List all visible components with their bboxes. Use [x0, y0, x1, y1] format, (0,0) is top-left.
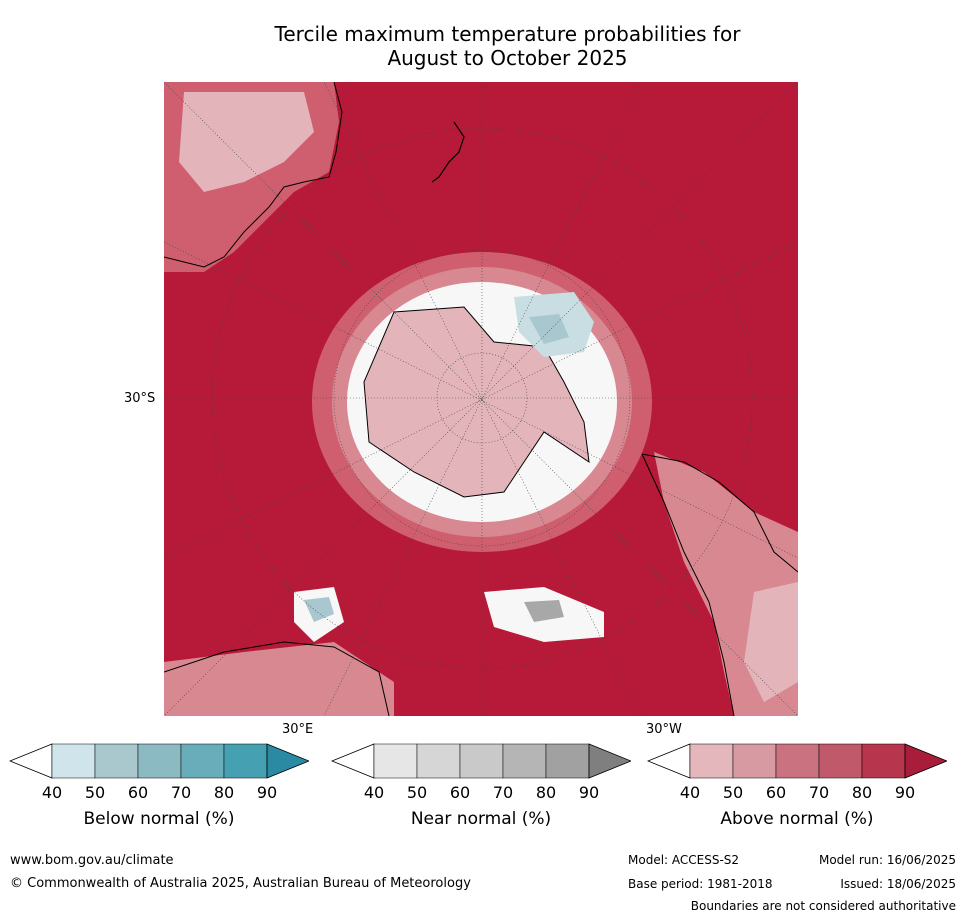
title-line-2: August to October 2025 — [387, 46, 628, 70]
legend-near-normal: Near normal (%) 40 50 60 70 80 90 — [331, 743, 631, 833]
colorbar-near-tick: 50 — [406, 783, 428, 802]
colorbar-above-tick: 50 — [722, 783, 744, 802]
legend-title-near: Near normal (%) — [410, 809, 552, 829]
colorbar-above-low-extend — [647, 743, 691, 779]
africa-region — [164, 642, 394, 716]
below-patch-africa-60 — [304, 597, 334, 622]
colorbar-near-segment — [545, 743, 590, 779]
colorbar-below-tick: 50 — [84, 783, 106, 802]
colorbar-near-segment — [459, 743, 504, 779]
colorbar-above-tick: 70 — [808, 783, 830, 802]
footer-disclaimer: Boundaries are not considered authoritat… — [690, 899, 956, 913]
colorbar-above-tick: 60 — [765, 783, 787, 802]
footer-issued: Issued: 18/06/2025 — [840, 877, 956, 891]
probability-map — [164, 82, 798, 716]
south-america-inner — [744, 582, 798, 702]
colorbar-above-segment — [775, 743, 820, 779]
footer-model-run: Model run: 16/06/2025 — [818, 853, 956, 867]
colorbar-below-tick: 60 — [127, 783, 149, 802]
colorbar-below-tick: 80 — [213, 783, 235, 802]
antarctica-region — [364, 307, 589, 497]
legend-title-below: Below normal (%) — [83, 809, 235, 829]
colorbar-above-tick: 40 — [679, 783, 701, 802]
colorbar-below-tick: 40 — [41, 783, 63, 802]
colorbar-above-high-extend — [904, 743, 947, 779]
australia-inner — [179, 92, 314, 192]
footer-model: Model: ACCESS-S2 — [628, 853, 740, 867]
colorbar-below-high-extend — [266, 743, 309, 779]
below-normal-patch-2 — [529, 314, 569, 344]
colorbar-above-tick: 80 — [851, 783, 873, 802]
colorbar-below-segment — [223, 743, 268, 779]
colorbar-near — [331, 743, 631, 779]
colorbar-above-segment — [861, 743, 906, 779]
colorbar-below-segment — [51, 743, 96, 779]
latitude-label-30s: 30°S — [124, 391, 156, 406]
colorbar-near-segment — [373, 743, 418, 779]
colorbar-above — [647, 743, 947, 779]
longitude-label-30w: 30°W — [646, 722, 682, 737]
colorbar-near-tick: 80 — [535, 783, 557, 802]
colorbar-near-tick: 40 — [363, 783, 385, 802]
colorbar-near-low-extend — [331, 743, 375, 779]
colorbar-below-segment — [180, 743, 225, 779]
graticule — [164, 82, 798, 716]
legend-title-above: Above normal (%) — [720, 809, 874, 829]
colorbar-above-tick: 90 — [894, 783, 916, 802]
south-america-west-coast — [641, 453, 735, 716]
colorbar-near-tick: 60 — [449, 783, 471, 802]
longitude-label-30e: 30°E — [282, 722, 314, 737]
colorbar-below — [9, 743, 309, 779]
colorbar-near-high-extend — [588, 743, 631, 779]
colorbar-below-segment — [137, 743, 182, 779]
colorbar-above-segment — [689, 743, 734, 779]
colorbar-near-segment — [416, 743, 461, 779]
near-normal-80 — [524, 600, 564, 622]
colorbar-near-segment — [502, 743, 547, 779]
footer-copyright: © Commonwealth of Australia 2025, Austra… — [10, 876, 471, 891]
colorbar-above-segment — [818, 743, 863, 779]
legend-below-normal: Below normal (%) 40 50 60 70 80 90 — [9, 743, 309, 833]
map-svg — [164, 82, 798, 716]
footer-url: www.bom.gov.au/climate — [10, 853, 174, 868]
colorbar-below-tick: 90 — [256, 783, 278, 802]
map-title: Tercile maximum temperature probabilitie… — [165, 22, 850, 70]
colorbar-near-tick: 70 — [492, 783, 514, 802]
colorbar-near-tick: 90 — [578, 783, 600, 802]
colorbar-above-segment — [732, 743, 777, 779]
australia-coast — [164, 82, 343, 268]
africa-coast — [164, 641, 390, 716]
colorbar-below-low-extend — [9, 743, 53, 779]
new-zealand-coast — [431, 121, 465, 183]
footer-base-period: Base period: 1981-2018 — [628, 877, 773, 891]
colorbar-below-tick: 70 — [170, 783, 192, 802]
south-america-coast — [641, 453, 798, 573]
legend-above-normal: Above normal (%) 40 50 60 70 80 90 — [647, 743, 947, 833]
title-line-1: Tercile maximum temperature probabilitie… — [274, 22, 741, 46]
antarctica-coast — [363, 306, 590, 498]
colorbar-below-segment — [94, 743, 139, 779]
